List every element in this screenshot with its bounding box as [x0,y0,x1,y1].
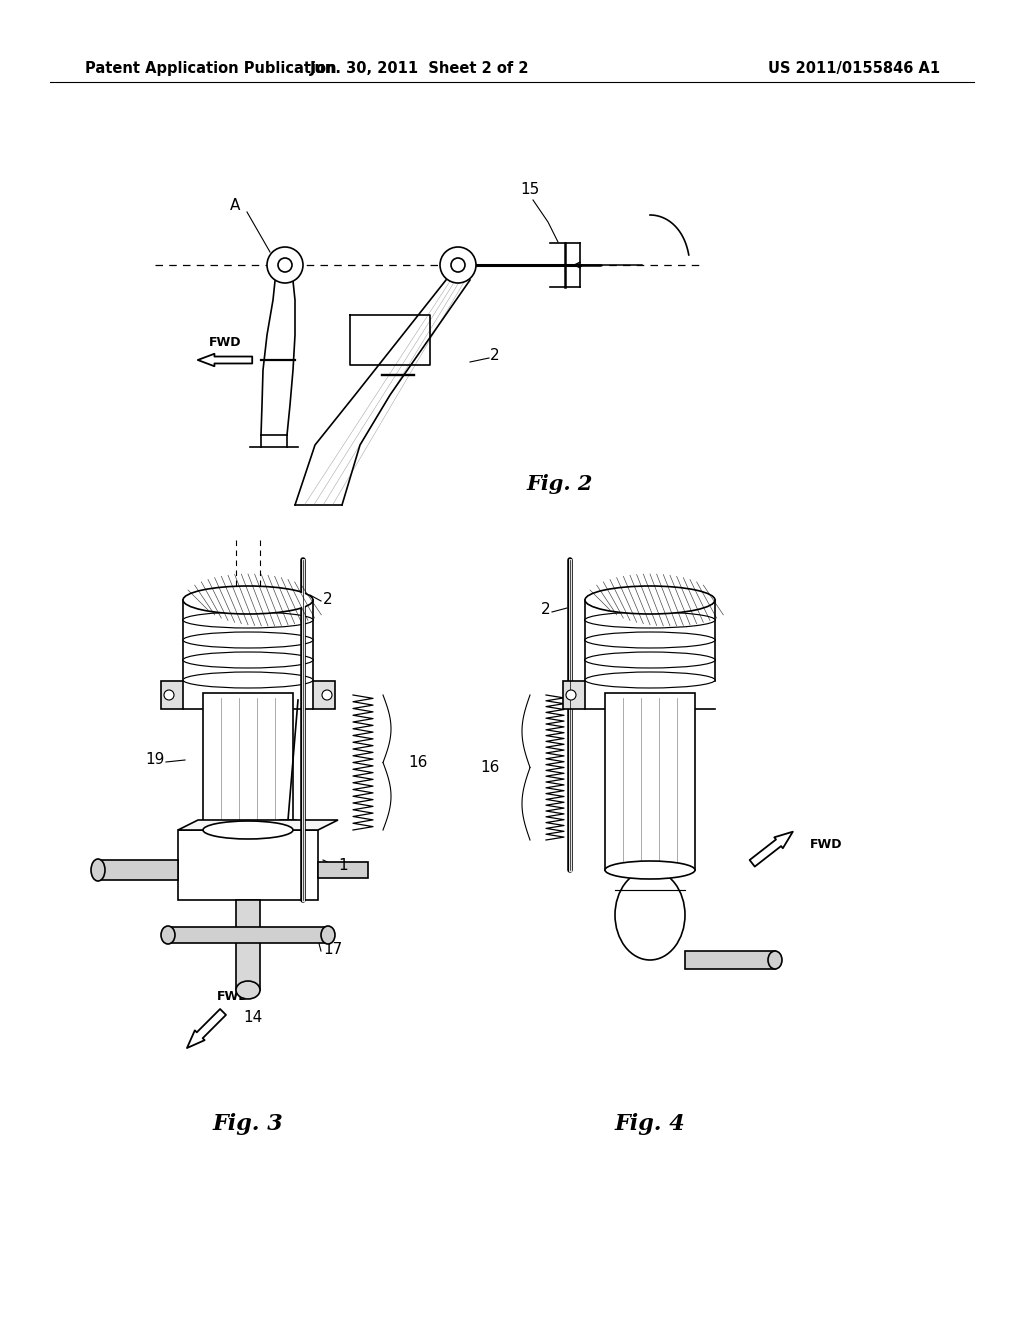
Text: 1: 1 [338,858,347,873]
Text: 16: 16 [480,760,500,775]
Ellipse shape [768,950,782,969]
Text: 15: 15 [520,182,540,198]
Text: 2: 2 [490,347,500,363]
FancyArrowPatch shape [187,1008,226,1048]
Ellipse shape [585,612,715,628]
Ellipse shape [183,652,313,668]
Ellipse shape [585,652,715,668]
Ellipse shape [91,859,105,880]
Ellipse shape [183,672,313,688]
Ellipse shape [615,870,685,960]
Circle shape [164,690,174,700]
Ellipse shape [183,632,313,648]
Text: 16: 16 [408,755,427,770]
Text: 14: 14 [244,1010,262,1026]
Circle shape [566,690,575,700]
Circle shape [440,247,476,282]
FancyArrowPatch shape [198,354,252,366]
Circle shape [451,257,465,272]
Text: Jun. 30, 2011  Sheet 2 of 2: Jun. 30, 2011 Sheet 2 of 2 [310,61,529,75]
Text: Patent Application Publication: Patent Application Publication [85,61,337,75]
Bar [685,950,775,969]
Text: FWD: FWD [810,838,843,851]
Ellipse shape [585,586,715,614]
Polygon shape [178,820,338,830]
Bar [183,640,313,660]
Circle shape [322,690,332,700]
Bar [563,681,585,709]
Circle shape [267,247,303,282]
Text: FWD: FWD [209,337,242,348]
Text: 2: 2 [323,593,333,607]
Bar [585,640,715,660]
Text: 17: 17 [323,942,342,957]
Bar [178,830,318,900]
Ellipse shape [321,927,335,944]
FancyArrowPatch shape [750,832,793,867]
Bar [183,620,313,640]
Bar [236,900,260,990]
Circle shape [278,257,292,272]
Bar [605,693,695,870]
Text: 19: 19 [145,752,165,767]
Ellipse shape [585,632,715,648]
Ellipse shape [236,981,260,999]
Bar [318,862,368,878]
Polygon shape [98,861,178,880]
Text: 2: 2 [541,602,550,618]
Ellipse shape [605,861,695,879]
Text: US 2011/0155846 A1: US 2011/0155846 A1 [768,61,940,75]
Bar [313,681,335,709]
Text: FWD: FWD [217,990,249,1003]
Bar [183,601,313,620]
Bar [203,693,293,830]
Bar [161,681,183,709]
Text: Fig. 2: Fig. 2 [526,474,593,494]
Bar [183,660,313,680]
Bar [585,660,715,680]
Ellipse shape [183,586,313,614]
Bar [168,927,328,942]
Ellipse shape [585,672,715,688]
Ellipse shape [183,612,313,628]
Text: Fig. 4: Fig. 4 [614,1113,685,1135]
Bar [585,601,715,620]
Text: A: A [229,198,241,213]
Ellipse shape [203,821,293,840]
Bar [585,620,715,640]
Text: Fig. 3: Fig. 3 [213,1113,284,1135]
Ellipse shape [161,927,175,944]
